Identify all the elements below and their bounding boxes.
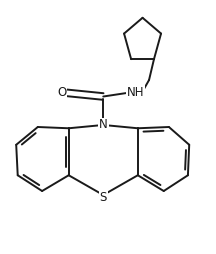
Text: O: O [57,86,66,99]
Text: S: S [100,191,107,204]
Text: NH: NH [127,86,145,99]
Text: N: N [99,118,108,132]
